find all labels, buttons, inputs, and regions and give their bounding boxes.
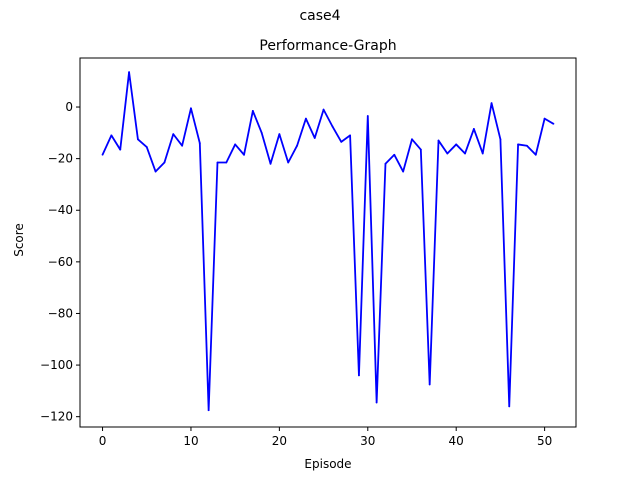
data-point bbox=[101, 153, 104, 156]
data-point bbox=[198, 142, 201, 145]
data-point bbox=[464, 152, 466, 155]
data-point bbox=[137, 138, 139, 141]
data-point bbox=[163, 161, 166, 164]
y-tick-label: −20 bbox=[48, 152, 73, 166]
data-point bbox=[526, 144, 528, 147]
data-point bbox=[260, 131, 263, 134]
data-point bbox=[145, 146, 148, 148]
data-point bbox=[269, 162, 272, 165]
data-point bbox=[490, 102, 493, 105]
data-point bbox=[517, 143, 519, 146]
data-point bbox=[419, 148, 422, 151]
data-point bbox=[243, 153, 245, 156]
data-point bbox=[455, 143, 458, 146]
y-axis-label: Score bbox=[12, 223, 26, 257]
x-tick-label: 10 bbox=[183, 434, 198, 448]
x-axis-label: Episode bbox=[304, 457, 351, 471]
x-tick-label: 30 bbox=[360, 434, 375, 448]
data-point bbox=[119, 148, 122, 151]
x-tick-label: 0 bbox=[99, 434, 107, 448]
data-point bbox=[216, 161, 219, 164]
y-tick-label: −100 bbox=[40, 358, 73, 372]
data-point bbox=[384, 162, 387, 165]
data-point bbox=[234, 143, 237, 146]
data-point bbox=[472, 128, 475, 130]
data-point bbox=[375, 401, 378, 404]
y-tick-label: −120 bbox=[40, 410, 73, 424]
data-point bbox=[499, 138, 502, 141]
data-point bbox=[437, 139, 440, 142]
data-point bbox=[322, 108, 325, 111]
data-point bbox=[393, 153, 396, 156]
data-point bbox=[225, 161, 228, 164]
data-point bbox=[411, 138, 413, 141]
data-point bbox=[251, 110, 254, 112]
data-point bbox=[128, 71, 130, 74]
data-point bbox=[313, 137, 316, 139]
data-point bbox=[287, 161, 290, 164]
x-tick-label: 50 bbox=[537, 434, 552, 448]
y-tick-label: 0 bbox=[65, 100, 73, 114]
data-point bbox=[543, 117, 546, 120]
data-point bbox=[207, 409, 210, 412]
x-tick-label: 20 bbox=[272, 434, 287, 448]
axes-frame bbox=[79, 57, 577, 428]
y-axis-ticks: −120 −100 −80 −60 −40 −20 0 bbox=[40, 100, 80, 424]
data-point bbox=[172, 133, 175, 136]
y-tick-label: −40 bbox=[48, 203, 73, 217]
data-point bbox=[358, 374, 360, 377]
data-point bbox=[534, 153, 537, 156]
data-point bbox=[402, 170, 405, 173]
data-point bbox=[366, 115, 369, 117]
series-line-0 bbox=[101, 71, 554, 412]
data-point bbox=[331, 125, 334, 128]
data-point bbox=[154, 170, 157, 173]
data-point bbox=[340, 140, 343, 143]
data-point bbox=[278, 133, 281, 136]
data-point bbox=[508, 405, 511, 408]
data-point bbox=[305, 117, 307, 120]
data-point bbox=[481, 152, 484, 155]
plot-area bbox=[101, 71, 555, 412]
x-tick-label: 40 bbox=[449, 434, 464, 448]
data-point bbox=[349, 134, 351, 137]
data-point bbox=[181, 144, 184, 147]
data-point bbox=[428, 383, 431, 386]
figure-suptitle: case4 bbox=[299, 8, 340, 24]
y-tick-label: −80 bbox=[48, 306, 73, 320]
data-point bbox=[552, 122, 555, 125]
y-tick-label: −60 bbox=[48, 255, 73, 269]
data-point bbox=[296, 144, 298, 147]
x-axis-ticks: 0 10 20 30 40 50 bbox=[99, 427, 552, 448]
data-point bbox=[110, 134, 113, 137]
data-point bbox=[446, 152, 449, 155]
data-point bbox=[190, 107, 192, 110]
chart-title: Performance-Graph bbox=[259, 38, 396, 54]
